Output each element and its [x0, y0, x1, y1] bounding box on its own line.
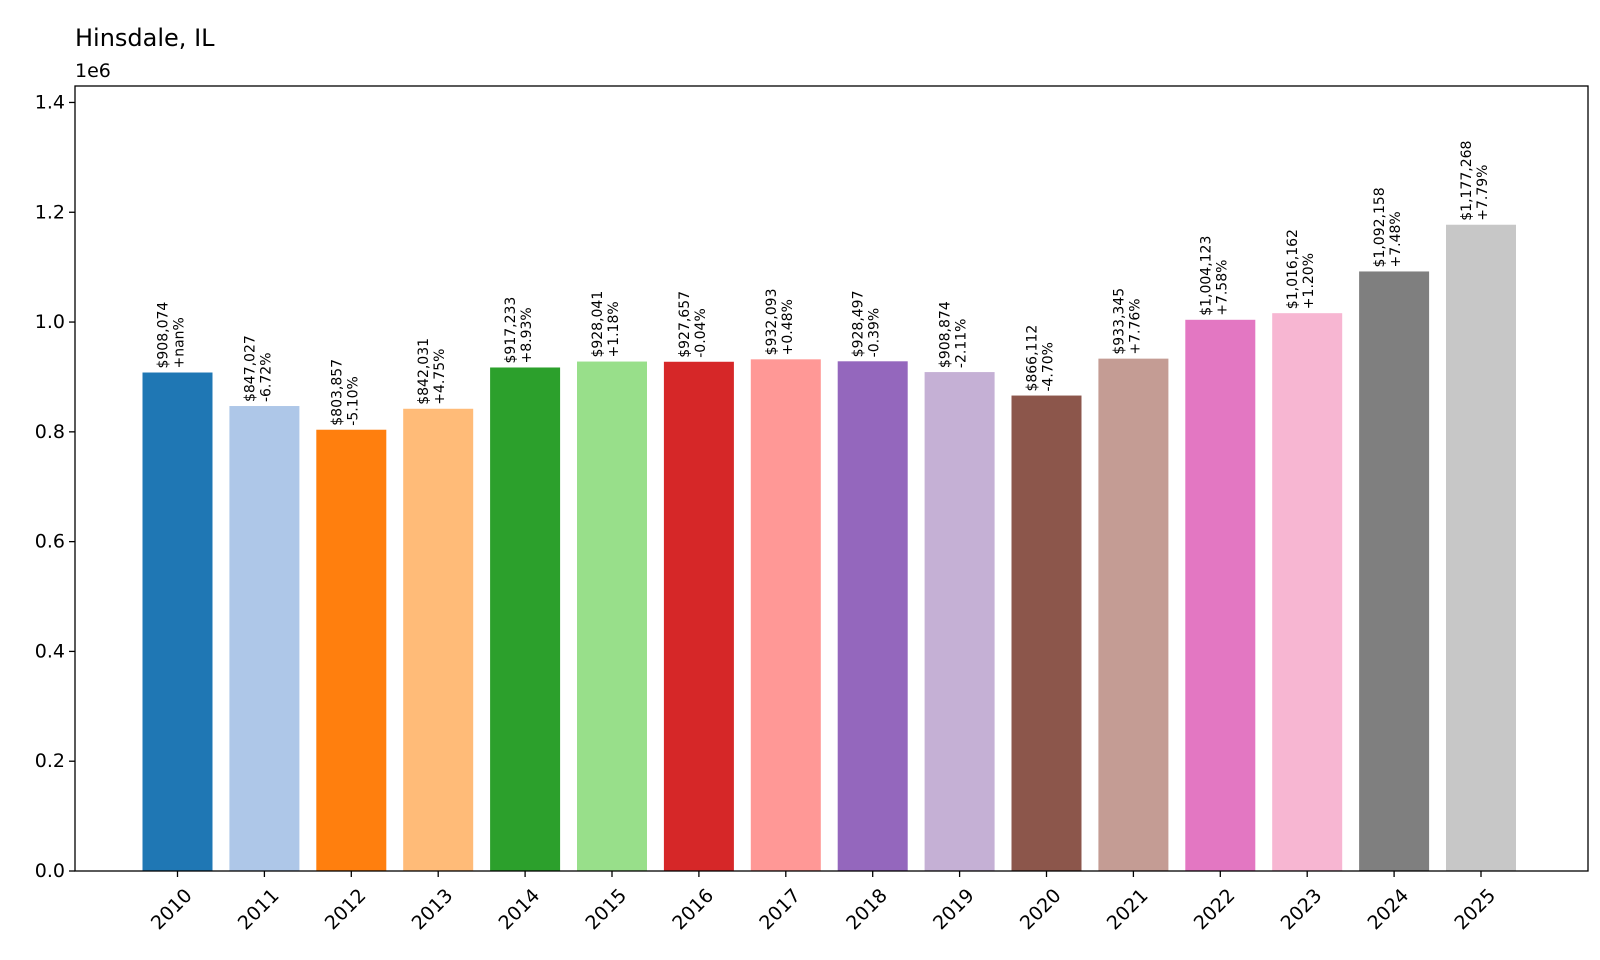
x-tick-label-2022: 2022 — [1190, 885, 1240, 935]
bar-change-label-2013: +4.75% — [432, 349, 448, 405]
plot-frame — [74, 85, 1589, 872]
bar-value-label-2012: $803,857 — [329, 359, 345, 426]
y-axis-offset-label: 1e6 — [75, 60, 111, 82]
y-axis: 0.0 0.2 0.4 0.6 0.8 1.0 1.2 1.4 — [35, 91, 75, 882]
x-tick-label-2019: 2019 — [929, 885, 979, 935]
bar-change-label-2011: -6.72% — [258, 352, 274, 402]
x-tick-label-2020: 2020 — [1016, 885, 1066, 935]
y-tick-label-0.6: 0.6 — [35, 531, 65, 553]
x-tick-label-2010: 2010 — [147, 885, 197, 935]
x-tick-label-2016: 2016 — [668, 885, 718, 935]
x-tick-label-2012: 2012 — [321, 885, 371, 935]
y-tick-label-0.8: 0.8 — [35, 421, 65, 443]
y-tick-label-1.4: 1.4 — [35, 91, 65, 113]
bar-change-label-2015: +1.18% — [606, 301, 622, 357]
x-tick-label-2013: 2013 — [408, 885, 458, 935]
bar-change-label-2016: -0.04% — [693, 308, 709, 358]
x-tick-label-2025: 2025 — [1450, 885, 1500, 935]
bar-value-label-2018: $928,497 — [851, 290, 867, 357]
bar-value-label-2020: $866,112 — [1025, 325, 1041, 392]
bar-value-label-2017: $932,093 — [764, 289, 780, 356]
x-tick-label-2018: 2018 — [842, 885, 892, 935]
bar-2010 — [142, 372, 213, 871]
bar-value-label-2013: $842,031 — [416, 338, 432, 405]
bar-value-label-2010: $908,074 — [156, 302, 172, 369]
bar-2018 — [837, 361, 908, 871]
bar-change-label-2014: +8.93% — [519, 307, 535, 363]
x-tick-label-2011: 2011 — [234, 885, 284, 935]
bar-value-label-2025: $1,177,268 — [1459, 141, 1475, 221]
x-tick-label-2015: 2015 — [581, 885, 631, 935]
bar-2012 — [316, 429, 387, 871]
y-tick-label-0.0: 0.0 — [35, 860, 65, 882]
bar-2024 — [1359, 271, 1430, 871]
bar-change-label-2017: +0.48% — [780, 299, 796, 355]
bar-change-label-2025: +7.79% — [1475, 165, 1491, 221]
bar-value-label-2016: $927,657 — [677, 291, 693, 358]
bar-change-label-2023: +1.20% — [1301, 253, 1317, 309]
bar-change-label-2024: +7.48% — [1388, 211, 1404, 267]
bar-2020 — [1011, 395, 1082, 871]
bar-2016 — [663, 361, 734, 871]
x-tick-label-2014: 2014 — [494, 885, 544, 935]
bar-value-label-2014: $917,233 — [503, 297, 519, 364]
bar-value-label-2019: $908,874 — [938, 301, 954, 368]
bar-2015 — [577, 361, 647, 871]
y-tick-label-0.2: 0.2 — [35, 750, 65, 772]
bar-2011 — [229, 406, 300, 871]
bar-change-label-2021: +7.76% — [1127, 298, 1143, 354]
bar-2014 — [490, 367, 561, 871]
bar-2021 — [1098, 358, 1169, 871]
y-tick-label-1.0: 1.0 — [35, 311, 65, 333]
bar-change-label-2020: -4.70% — [1041, 342, 1057, 392]
chart-title: Hinsdale, IL — [75, 24, 215, 52]
bar-change-label-2019: -2.11% — [954, 319, 970, 369]
bar-value-label-2015: $928,041 — [590, 291, 606, 358]
bar-2013 — [403, 408, 474, 871]
x-tick-label-2021: 2021 — [1103, 885, 1153, 935]
y-tick-label-0.4: 0.4 — [35, 640, 65, 662]
bar-value-label-2021: $933,345 — [1111, 288, 1127, 355]
x-tick-label-2023: 2023 — [1277, 885, 1327, 935]
bar-value-label-2011: $847,027 — [242, 335, 258, 402]
bar-change-label-2012: -5.10% — [345, 376, 361, 426]
bar-2023 — [1272, 313, 1343, 871]
bar-2019 — [924, 372, 995, 871]
x-axis: 2010 2011 2012 2013 2014 2015 2016 2017 2018 2019… — [147, 871, 1500, 934]
bar-value-label-2024: $1,092,158 — [1372, 187, 1388, 267]
bar-value-label-2022: $1,004,123 — [1198, 236, 1214, 316]
bar-change-label-2022: +7.58% — [1214, 260, 1230, 316]
bar-2022 — [1185, 319, 1256, 871]
y-tick-label-1.2: 1.2 — [35, 201, 65, 223]
x-tick-label-2024: 2024 — [1363, 885, 1413, 935]
bar-2017 — [750, 359, 821, 871]
x-tick-label-2017: 2017 — [755, 885, 805, 935]
bars-layer — [142, 224, 1516, 872]
bar-change-label-2018: -0.39% — [867, 308, 883, 358]
bar-change-label-2010: +nan% — [172, 317, 188, 368]
bar-2025 — [1446, 224, 1516, 872]
bar-value-label-2023: $1,016,162 — [1285, 229, 1301, 309]
bar-labels-layer: $908,074 +nan% $847,027 -6.72% $803,857 -5.10… — [156, 141, 1492, 426]
